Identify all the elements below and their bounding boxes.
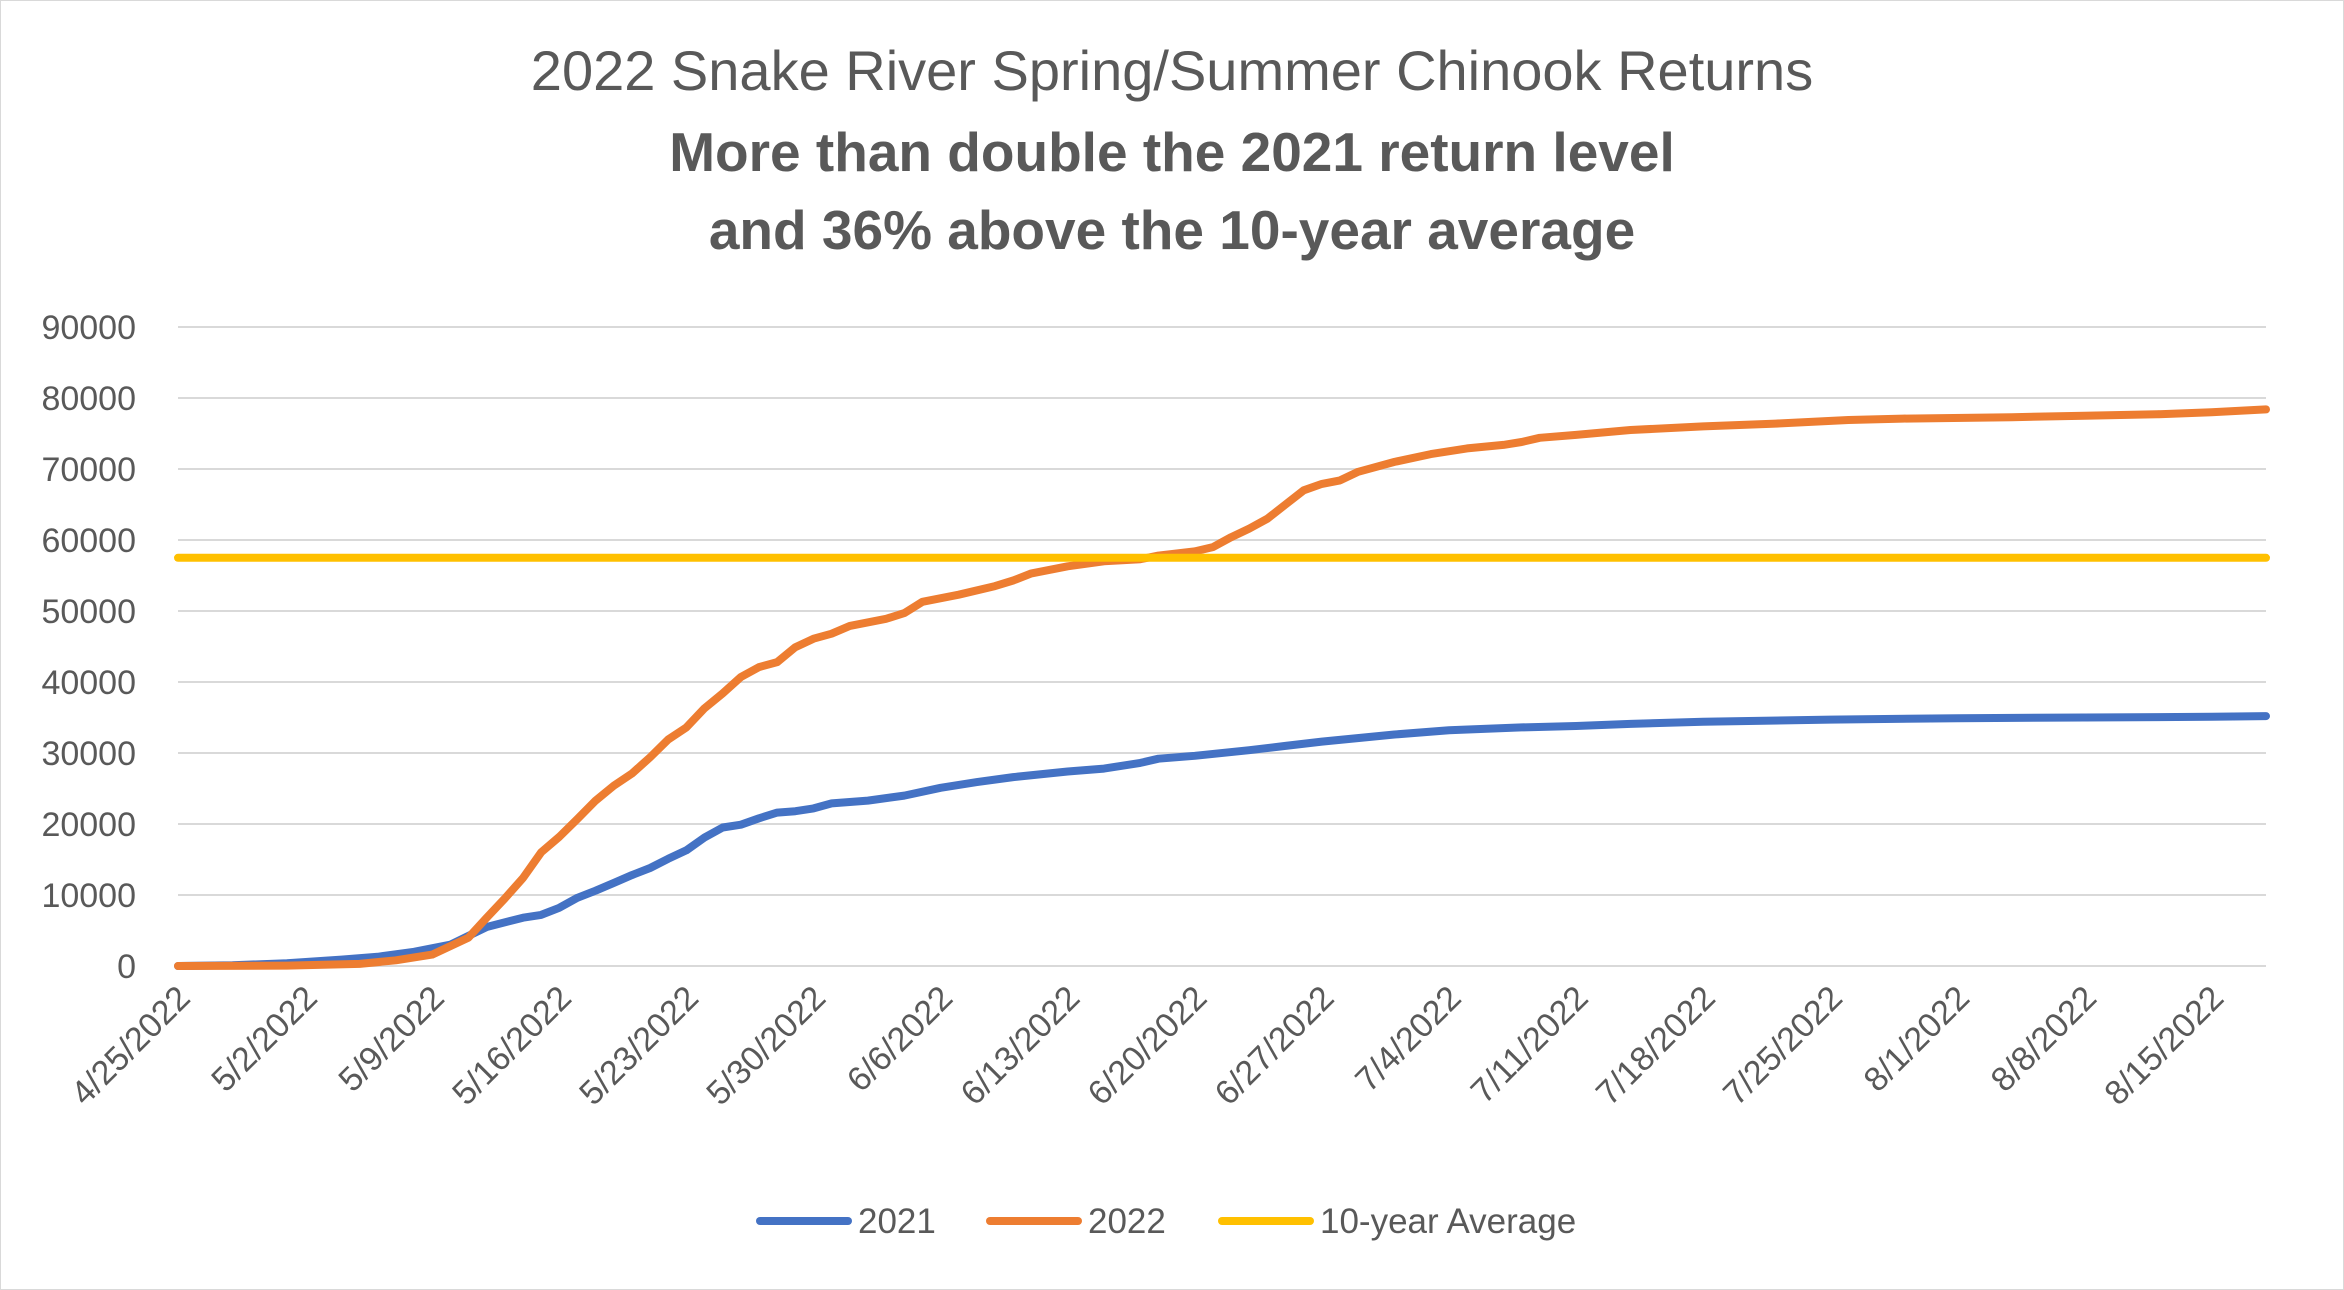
x-tick-label: 8/15/2022 [2097,979,2231,1113]
x-tick-label: 5/16/2022 [445,979,579,1113]
legend: 2021 2022 10-year Average [756,1202,1576,1241]
x-axis-tick-labels: 4/25/2022 5/2/2022 5/9/20225/16/20225/23/2… [64,979,2231,1113]
y-tick-label: 20000 [41,806,136,844]
x-tick-label: 8/1/2022 [1857,979,1977,1099]
x-tick-label: 6/13/2022 [953,979,1087,1113]
legend-label: 10-year Average [1320,1202,1576,1241]
chart-subtitle-line-1: More than double the 2021 return level [669,121,1675,183]
y-tick-label: 10000 [41,877,136,915]
x-tick-label: 8/8/2022 [1984,979,2104,1099]
chart-title: 2022 Snake River Spring/Summer Chinook R… [530,39,1814,102]
y-tick-label: 80000 [41,380,136,418]
chart-subtitle-line-2: and 36% above the 10-year average [708,199,1636,261]
series-line-2022 [174,405,2270,970]
x-tick-label: 6/20/2022 [1081,979,1215,1113]
y-tick-label: 30000 [41,735,136,773]
legend-label: 2021 [858,1202,936,1241]
gridlines [178,326,2266,967]
x-tick-label: 4/25/2022 [64,979,198,1113]
x-tick-label: 5/9/2022 [331,979,451,1099]
x-tick-label: 5/2/2022 [204,979,324,1099]
y-axis-tick-labels: 0 10000 20000 30000 40000 50000 60000 70000 8000… [41,309,136,986]
y-tick-label: 40000 [41,664,136,702]
x-tick-label: 6/6/2022 [840,979,960,1099]
x-tick-label: 5/30/2022 [699,979,833,1113]
x-tick-label: 7/4/2022 [1348,979,1468,1099]
x-tick-label: 7/18/2022 [1589,979,1723,1113]
y-tick-label: 70000 [41,451,136,489]
y-tick-label: 50000 [41,593,136,631]
y-tick-label: 0 [117,948,136,986]
x-tick-label: 6/27/2022 [1208,979,1342,1113]
legend-label: 2022 [1088,1202,1166,1241]
series-lines [174,405,2270,970]
x-tick-label: 5/23/2022 [572,979,706,1113]
x-tick-label: 7/11/2022 [1464,979,1596,1111]
series-line-2021 [174,712,2270,970]
x-tick-label: 7/25/2022 [1716,979,1850,1113]
y-tick-label: 60000 [41,522,136,560]
y-tick-label: 90000 [41,309,136,347]
